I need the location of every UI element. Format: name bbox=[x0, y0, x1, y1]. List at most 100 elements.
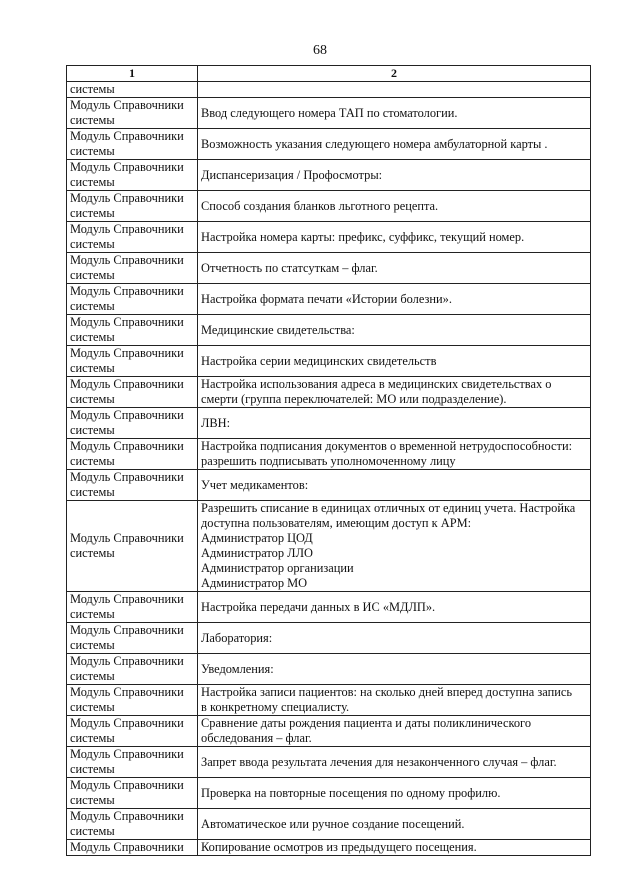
cell-description: Возможность указания следующего номера а… bbox=[197, 128, 591, 160]
description-line: Лаборатория: bbox=[201, 630, 273, 645]
cell-module: Модуль Справочники системы bbox=[66, 159, 198, 191]
table-row: Модуль Справочники системы Настройка испо… bbox=[66, 376, 591, 408]
description-line: в конкретному специалисту. bbox=[201, 700, 350, 714]
description-line: Способ создания бланков льготного рецепт… bbox=[201, 198, 439, 213]
cell-description: Способ создания бланков льготного рецепт… bbox=[197, 190, 591, 222]
table-row: Модуль Справочники системы Сравнение даты… bbox=[66, 715, 591, 747]
description-line: Учет медикаментов: bbox=[201, 477, 309, 492]
table-row: Модуль Справочники системы Возможность ук… bbox=[66, 128, 591, 160]
table-row-continuation: системы bbox=[66, 81, 591, 98]
column-header-2: 2 bbox=[197, 65, 591, 82]
cell-module: Модуль Справочники системы bbox=[66, 591, 198, 623]
table-row: Модуль Справочники системы Настройка пере… bbox=[66, 591, 591, 623]
cell-module: Модуль Справочники системы bbox=[66, 777, 198, 809]
table-row: Модуль Справочники системы Уведомления: bbox=[66, 653, 591, 685]
column-header-1: 1 bbox=[66, 65, 198, 82]
cell-description: Проверка на повторные посещения по одном… bbox=[197, 777, 591, 809]
description-line: Отчетность по статсуткам – флаг. bbox=[201, 260, 378, 275]
table-row: Модуль Справочники системы Медицинские св… bbox=[66, 314, 591, 346]
table-row: Модуль Справочники системы Учет медикамен… bbox=[66, 469, 591, 501]
cell-description: Автоматическое или ручное создание посещ… bbox=[197, 808, 591, 840]
cell-description: Уведомления: bbox=[197, 653, 591, 685]
description-line: Разрешить списание в единицах отличных о… bbox=[201, 501, 576, 515]
description-line: Запрет ввода результата лечения для неза… bbox=[201, 754, 557, 769]
cell-module: Модуль Справочники системы bbox=[66, 345, 198, 377]
description-line: Возможность указания следующего номера а… bbox=[201, 136, 548, 151]
description-line: Настройка записи пациентов: на сколько д… bbox=[201, 685, 573, 699]
table-row: Модуль Справочники системы Отчетность по … bbox=[66, 252, 591, 284]
cell-description: Ввод следующего номера ТАП по стоматолог… bbox=[197, 97, 591, 129]
cell-description: Настройка передачи данных в ИС «МДЛП». bbox=[197, 591, 591, 623]
cell-description: Настройка использования адреса в медицин… bbox=[197, 376, 591, 408]
cell-description bbox=[197, 81, 591, 98]
cell-module: Модуль Справочники системы bbox=[66, 283, 198, 315]
cell-description: ЛВН: bbox=[197, 407, 591, 439]
table-row: Модуль Справочники системы Диспансеризаци… bbox=[66, 159, 591, 191]
description-line: разрешить подписывать уполномоченному ли… bbox=[201, 454, 456, 468]
cell-module: Модуль Справочники системы bbox=[66, 653, 198, 685]
cell-module: Модуль Справочники системы bbox=[66, 746, 198, 778]
cell-module: Модуль Справочники системы bbox=[66, 128, 198, 160]
cell-module: Модуль Справочники системы bbox=[66, 314, 198, 346]
cell-module: системы bbox=[66, 81, 198, 98]
cell-module: Модуль Справочники системы bbox=[66, 808, 198, 840]
cell-description: Сравнение даты рождения пациента и даты … bbox=[197, 715, 591, 747]
table-row: Модуль Справочники системы Настройка сери… bbox=[66, 345, 591, 377]
cell-module: Модуль Справочники системы bbox=[66, 221, 198, 253]
description-line: Автоматическое или ручное создание посещ… bbox=[201, 816, 465, 831]
cell-description: Разрешить списание в единицах отличных о… bbox=[197, 500, 591, 592]
description-line: Копирование осмотров из предыдущего посе… bbox=[201, 840, 477, 854]
cell-module: Модуль Справочники системы bbox=[66, 715, 198, 747]
table-row: Модуль Справочники системы Настройка форм… bbox=[66, 283, 591, 315]
description-line: Медицинские свидетельства: bbox=[201, 322, 355, 337]
cell-module: Модуль Справочники системы bbox=[66, 407, 198, 439]
description-line: доступна пользователям, имеющим доступ к… bbox=[201, 516, 472, 530]
cell-description: Запрет ввода результата лечения для неза… bbox=[197, 746, 591, 778]
table-row: Модуль Справочники системы Способ создани… bbox=[66, 190, 591, 222]
requirements-table: 1 2 системы Модуль Справочники системы Вв… bbox=[66, 65, 591, 856]
cell-description: Лаборатория: bbox=[197, 622, 591, 654]
description-line: Настройка использования адреса в медицин… bbox=[201, 377, 552, 391]
description-line: Ввод следующего номера ТАП по стоматолог… bbox=[201, 105, 458, 120]
description-line: Администратор МО bbox=[201, 576, 308, 590]
cell-module: Модуль Справочники системы bbox=[66, 376, 198, 408]
description-line: Диспансеризация / Профосмотры: bbox=[201, 167, 383, 182]
page-number: 68 bbox=[313, 43, 327, 58]
cell-description: Учет медикаментов: bbox=[197, 469, 591, 501]
cell-description: Настройка подписания документов о времен… bbox=[197, 438, 591, 470]
cell-description: Настройка номера карты: префикс, суффикс… bbox=[197, 221, 591, 253]
description-line: ЛВН: bbox=[201, 415, 231, 430]
cell-module: Модуль Справочники системы bbox=[66, 438, 198, 470]
cell-description: Настройка формата печати «Истории болезн… bbox=[197, 283, 591, 315]
description-line: смерти (группа переключателей: МО или по… bbox=[201, 392, 507, 406]
description-line: Настройка формата печати «Истории болезн… bbox=[201, 291, 452, 306]
cell-module: Модуль Справочники системы bbox=[66, 684, 198, 716]
cell-module: Модуль Справочники системы bbox=[66, 97, 198, 129]
cell-module: Модуль Справочники bbox=[66, 839, 198, 856]
description-line: Настройка передачи данных в ИС «МДЛП». bbox=[201, 599, 436, 614]
table-header-row: 1 2 bbox=[66, 65, 591, 82]
table-row: Модуль Справочники системы Разрешить спис… bbox=[66, 500, 591, 592]
cell-module: Модуль Справочники системы bbox=[66, 190, 198, 222]
description-line: Администратор ЛЛО bbox=[201, 546, 313, 560]
description-line: Администратор ЦОД bbox=[201, 531, 313, 545]
table-row: Модуль Справочники системы Настройка запи… bbox=[66, 684, 591, 716]
table-row: Модуль Справочники системы Автоматическое… bbox=[66, 808, 591, 840]
cell-module: Модуль Справочники системы bbox=[66, 622, 198, 654]
description-line: Настройка подписания документов о времен… bbox=[201, 439, 573, 453]
description-line: Сравнение даты рождения пациента и даты … bbox=[201, 716, 532, 730]
table-row: Модуль Справочники системы Запрет ввода р… bbox=[66, 746, 591, 778]
cell-module: Модуль Справочники системы bbox=[66, 500, 198, 592]
cell-description: Копирование осмотров из предыдущего посе… bbox=[197, 839, 591, 856]
table-row: Модуль Справочники системы Лаборатория: bbox=[66, 622, 591, 654]
cell-description: Настройка серии медицинских свидетельств bbox=[197, 345, 591, 377]
cell-description: Медицинские свидетельства: bbox=[197, 314, 591, 346]
description-line: обследования – флаг. bbox=[201, 731, 312, 745]
description-line: Администратор организации bbox=[201, 561, 354, 575]
description-line: Уведомления: bbox=[201, 661, 274, 676]
cell-description: Настройка записи пациентов: на сколько д… bbox=[197, 684, 591, 716]
table-row: Модуль Справочники системы Проверка на по… bbox=[66, 777, 591, 809]
description-line: Проверка на повторные посещения по одном… bbox=[201, 785, 501, 800]
table-row: Модуль Справочники системы Ввод следующег… bbox=[66, 97, 591, 129]
description-line: Настройка серии медицинских свидетельств bbox=[201, 353, 437, 368]
